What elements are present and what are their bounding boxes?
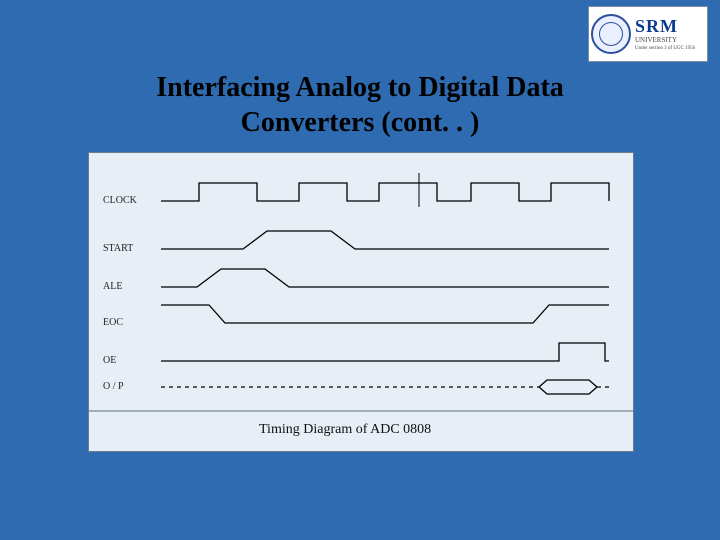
signal-label-OP: O / P bbox=[103, 381, 124, 392]
logo-sub: UNIVERSITY bbox=[635, 37, 695, 44]
figure-caption: Timing Diagram of ADC 0808 bbox=[259, 422, 431, 437]
signal-label-START: START bbox=[103, 243, 133, 254]
title-line-1: Interfacing Analog to Digital Data bbox=[156, 72, 564, 103]
signal-label-CLOCK: CLOCK bbox=[103, 195, 138, 206]
logo-tag: Under section 3 of UGC 1956 bbox=[635, 46, 695, 51]
timing-diagram-svg: CLOCK START ALE EOC OE O / P Timing Diagram of… bbox=[89, 153, 633, 451]
university-logo: SRM UNIVERSITY Under section 3 of UGC 19… bbox=[588, 6, 708, 62]
title-line-2: Converters (cont. . ) bbox=[241, 107, 480, 138]
signal-label-OE: OE bbox=[103, 355, 116, 366]
slide: SRM UNIVERSITY Under section 3 of UGC 19… bbox=[0, 0, 720, 540]
logo-seal-icon bbox=[591, 14, 631, 54]
page-title: Interfacing Analog to Digital Data Conve… bbox=[0, 70, 720, 140]
signal-label-EOC: EOC bbox=[103, 317, 123, 328]
logo-brand: SRM bbox=[635, 17, 695, 35]
timing-diagram-figure: CLOCK START ALE EOC OE O / P Timing Diagram of… bbox=[88, 152, 634, 452]
signal-label-ALE: ALE bbox=[103, 281, 122, 292]
logo-text: SRM UNIVERSITY Under section 3 of UGC 19… bbox=[635, 17, 695, 51]
